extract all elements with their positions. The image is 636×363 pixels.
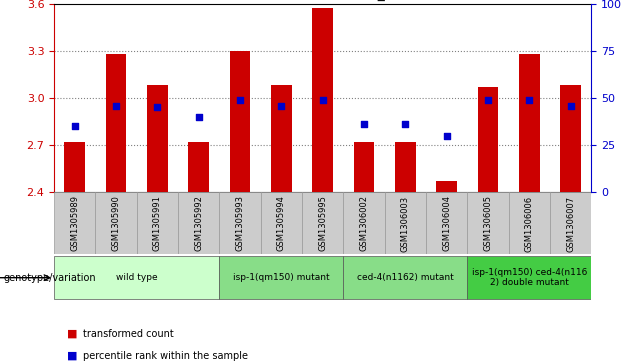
Bar [343,192,385,254]
Text: transformed count: transformed count [83,329,174,339]
Bar [106,54,127,192]
Text: ■: ■ [67,351,78,361]
Bar [467,256,591,299]
Text: GSM1305995: GSM1305995 [318,195,328,251]
Point [69,123,80,129]
Text: genotype/variation: genotype/variation [3,273,96,283]
Text: percentile rank within the sample: percentile rank within the sample [83,351,247,361]
Text: wild type: wild type [116,273,158,282]
Text: GSM1306002: GSM1306002 [359,195,369,252]
Bar [54,192,95,254]
Text: GSM1305993: GSM1305993 [235,195,245,252]
Text: GSM1305994: GSM1305994 [277,195,286,251]
Point [193,114,204,120]
Bar [271,85,292,192]
Bar [95,192,137,254]
Bar [261,192,302,254]
Text: ■: ■ [67,329,78,339]
Point [235,97,245,103]
Bar [137,192,178,254]
Point [111,103,121,109]
Point [483,97,493,103]
Text: isp-1(qm150) ced-4(n116
2) double mutant: isp-1(qm150) ced-4(n116 2) double mutant [472,268,587,287]
Bar [343,256,467,299]
Bar [467,192,509,254]
Point [276,103,286,109]
Text: GSM1306004: GSM1306004 [442,195,452,252]
Bar [147,85,168,192]
Text: GSM1305989: GSM1305989 [70,195,80,252]
Text: GSM1305992: GSM1305992 [194,195,204,251]
Bar [426,192,467,254]
Point [441,133,452,139]
Bar [436,182,457,192]
Bar [64,142,85,192]
Bar [395,142,416,192]
Bar [188,142,209,192]
Text: isp-1(qm150) mutant: isp-1(qm150) mutant [233,273,329,282]
Point [524,97,534,103]
Bar [519,54,540,192]
Bar [560,85,581,192]
Bar [230,51,251,192]
Point [401,122,411,127]
Bar [354,142,375,192]
Bar [178,192,219,254]
Bar [509,192,550,254]
Bar [54,256,219,299]
Text: GSM1306006: GSM1306006 [525,195,534,252]
Point [359,122,369,127]
Text: GSM1306005: GSM1306005 [483,195,493,252]
Bar [219,192,261,254]
Title: GDS5194 / 182643_at: GDS5194 / 182643_at [246,0,399,1]
Text: ced-4(n1162) mutant: ced-4(n1162) mutant [357,273,454,282]
Bar [550,192,591,254]
Bar [312,8,333,192]
Text: GSM1305990: GSM1305990 [111,195,121,251]
Point [152,105,162,110]
Text: GSM1306007: GSM1306007 [566,195,576,252]
Text: GSM1306003: GSM1306003 [401,195,410,252]
Point [317,97,328,103]
Bar [385,192,426,254]
Bar [302,192,343,254]
Point [565,103,576,109]
Text: GSM1305991: GSM1305991 [153,195,162,251]
Bar [478,87,499,192]
Bar [219,256,343,299]
